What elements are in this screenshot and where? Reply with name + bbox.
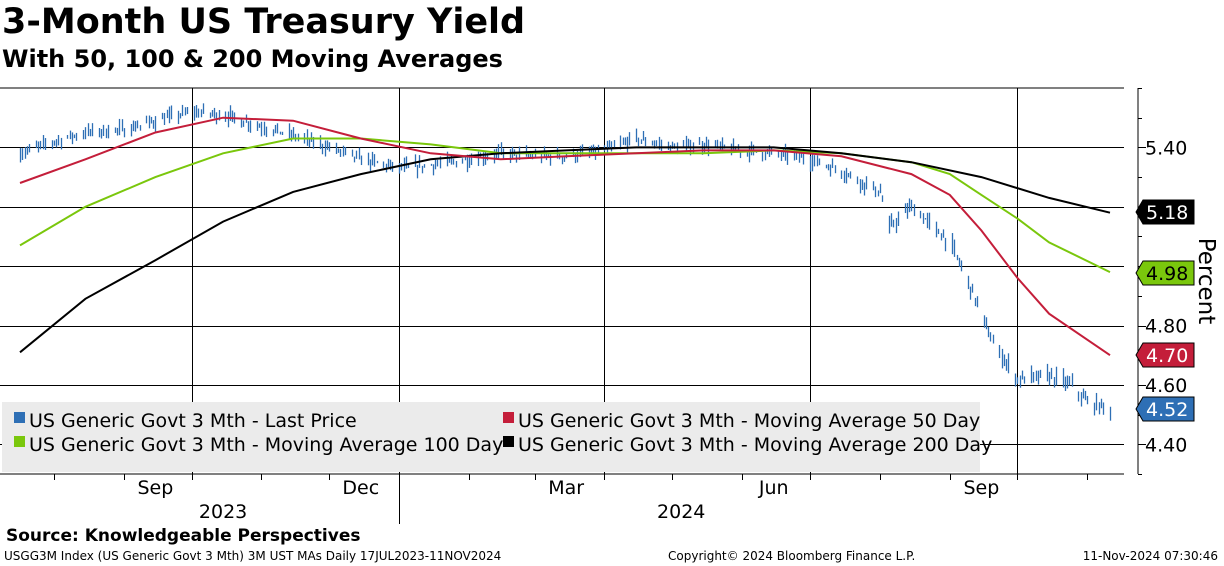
x-month-label: Dec bbox=[342, 477, 379, 499]
price-last-tag bbox=[1135, 396, 1195, 422]
legend-swatch bbox=[14, 436, 25, 447]
timestamp: 11-Nov-2024 07:30:46 bbox=[1082, 549, 1218, 563]
chart-legend: US Generic Govt 3 Mth - Last Price US Gen… bbox=[2, 402, 992, 472]
moving-average-layer bbox=[19, 116, 1111, 357]
x-month-label: Sep bbox=[137, 477, 173, 499]
legend-swatch bbox=[503, 412, 514, 423]
ma200-last-tag bbox=[1135, 199, 1195, 225]
legend-label: US Generic Govt 3 Mth - Moving Average 1… bbox=[29, 434, 503, 456]
ma50-line bbox=[19, 116, 1111, 357]
legend-label: US Generic Govt 3 Mth - Moving Average 5… bbox=[518, 410, 980, 432]
legend-swatch bbox=[503, 436, 514, 447]
chart-title: 3-Month US Treasury Yield bbox=[2, 2, 526, 42]
copyright: Copyright© 2024 Bloomberg Finance L.P. bbox=[668, 549, 916, 563]
ma200-line bbox=[19, 146, 1111, 354]
ma100-last-tag bbox=[1135, 260, 1195, 286]
axis-layer: 4.40 4.60 4.80 5.40 Percent Sep Dec Mar Jun Sep 20… bbox=[54, 88, 1219, 524]
y-tick-label: 4.40 bbox=[1145, 434, 1187, 456]
legend-background bbox=[2, 402, 980, 472]
x-month-label: Mar bbox=[548, 477, 584, 499]
ma100-last-value: 4.98 bbox=[1146, 263, 1188, 285]
last-value-tags: 5.18 4.98 4.70 4.52 bbox=[1135, 199, 1195, 422]
y-tick-label: 5.40 bbox=[1145, 137, 1187, 159]
x-year-label: 2023 bbox=[199, 501, 247, 523]
legend-swatch bbox=[14, 412, 25, 423]
price-last-value: 4.52 bbox=[1146, 399, 1188, 421]
y-tick-label: 4.60 bbox=[1145, 375, 1187, 397]
chart-subtitle: With 50, 100 & 200 Moving Averages bbox=[2, 45, 503, 73]
index-info: USGG3M Index (US Generic Govt 3 Mth) 3M … bbox=[4, 549, 502, 563]
legend-label: US Generic Govt 3 Mth - Moving Average 2… bbox=[518, 434, 992, 456]
ma200-last-value: 5.18 bbox=[1146, 202, 1188, 224]
y-axis-title: Percent bbox=[1193, 238, 1219, 325]
x-month-label: Sep bbox=[963, 477, 999, 499]
x-month-label: Jun bbox=[758, 477, 789, 499]
ma50-last-value: 4.70 bbox=[1146, 345, 1188, 367]
legend-label: US Generic Govt 3 Mth - Last Price bbox=[29, 410, 357, 432]
y-tick-label: 4.80 bbox=[1145, 316, 1187, 338]
source-note: Source: Knowledgeable Perspectives bbox=[6, 526, 361, 546]
ma50-last-tag bbox=[1135, 342, 1195, 368]
x-year-label: 2024 bbox=[657, 501, 705, 523]
